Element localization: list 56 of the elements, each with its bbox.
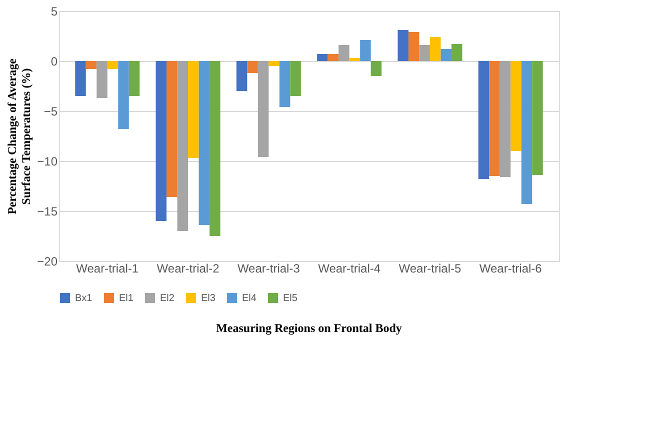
bar bbox=[268, 61, 280, 66]
bar bbox=[489, 61, 500, 176]
bar bbox=[86, 61, 97, 69]
bar bbox=[290, 61, 301, 96]
bar bbox=[128, 61, 140, 96]
bar bbox=[532, 61, 543, 175]
bar bbox=[398, 30, 408, 61]
legend-label: El1 bbox=[119, 293, 134, 304]
bar bbox=[198, 61, 210, 225]
bar bbox=[177, 61, 188, 231]
y-tick-label: −20 bbox=[37, 254, 58, 268]
legend-label: Bx1 bbox=[75, 293, 93, 304]
legend-label: El2 bbox=[160, 293, 175, 304]
bar bbox=[430, 37, 441, 61]
y-tick-label: 0 bbox=[50, 54, 58, 68]
x-tick-label: Wear-trial-6 bbox=[479, 262, 542, 276]
bar bbox=[360, 40, 371, 61]
bar bbox=[188, 61, 199, 158]
bar bbox=[317, 54, 328, 61]
bar bbox=[370, 61, 382, 76]
bar bbox=[75, 61, 86, 96]
x-tick-label: Wear-trial-4 bbox=[318, 262, 381, 276]
legend-label: El5 bbox=[283, 293, 298, 304]
bar bbox=[210, 61, 220, 236]
bar bbox=[478, 61, 490, 179]
bar bbox=[349, 58, 360, 61]
legend-label: El4 bbox=[242, 293, 257, 304]
bar bbox=[279, 61, 290, 107]
y-tick-label: 5 bbox=[50, 4, 58, 18]
bar bbox=[500, 61, 511, 177]
bar bbox=[247, 61, 258, 73]
bar bbox=[338, 45, 350, 61]
bar bbox=[521, 61, 532, 204]
x-tick-label: Wear-trial-5 bbox=[398, 262, 462, 276]
bar bbox=[328, 54, 339, 61]
bar bbox=[156, 61, 167, 221]
bar bbox=[166, 61, 178, 197]
bar bbox=[96, 61, 108, 98]
x-tick-label: Wear-trial-1 bbox=[76, 262, 139, 276]
bar bbox=[510, 61, 522, 151]
x-axis-title: Measuring Regions on Frontal Body bbox=[216, 321, 402, 335]
y-axis-title: Percentage Change of Average Surface Temperatures (%) bbox=[5, 58, 34, 214]
x-tick-label: Wear-trial-3 bbox=[237, 262, 300, 276]
x-tick-label: Wear-trial-2 bbox=[156, 262, 220, 276]
bar bbox=[440, 49, 452, 61]
y-tick-label: −15 bbox=[37, 204, 58, 218]
bar bbox=[236, 61, 248, 91]
bar bbox=[408, 32, 420, 61]
bar bbox=[107, 61, 118, 69]
bar bbox=[258, 61, 269, 157]
y-tick-label: −5 bbox=[44, 104, 58, 118]
bar bbox=[451, 44, 462, 61]
bar bbox=[419, 45, 430, 61]
bar bbox=[118, 61, 129, 129]
y-tick-label: −10 bbox=[37, 154, 58, 168]
legend-label: El3 bbox=[201, 293, 216, 304]
